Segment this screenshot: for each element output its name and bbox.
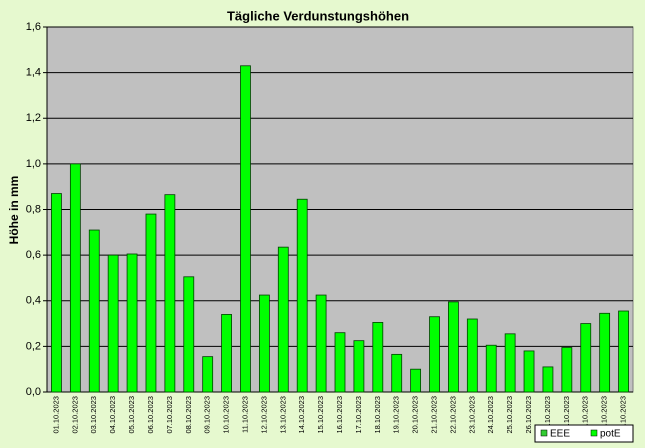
x-tick-label: 07.10.2023 — [165, 396, 174, 434]
x-tick-label: 24.10.2023 — [486, 396, 495, 434]
x-tick-label: 31.10.2023 — [619, 396, 628, 434]
bar — [88, 229, 100, 393]
x-tick-label: 11.10.2023 — [240, 396, 249, 433]
y-tick-label: 1,4 — [26, 67, 41, 79]
x-tick-label: 19.10.2023 — [392, 396, 401, 434]
bar — [410, 368, 422, 393]
bar — [296, 198, 308, 393]
bar — [580, 323, 592, 393]
bar — [126, 253, 138, 393]
x-tick-label: 23.10.2023 — [467, 396, 476, 434]
x-tick-label: 28.10.2023 — [562, 396, 571, 434]
x-tick-label: 08.10.2023 — [184, 396, 193, 434]
legend-swatch — [540, 429, 548, 437]
x-tick-label: 30.10.2023 — [600, 396, 609, 434]
bar — [183, 276, 195, 393]
x-tick-label: 18.10.2023 — [373, 396, 382, 434]
y-tick-label: 1,6 — [26, 21, 41, 33]
x-tick-label: 15.10.2023 — [316, 396, 325, 434]
bar — [485, 344, 497, 393]
bar — [51, 193, 62, 393]
bar — [599, 312, 611, 393]
y-tick-label: 0,4 — [26, 295, 41, 307]
x-tick-label: 03.10.2023 — [89, 396, 98, 434]
x-tick-label: 21.10.2023 — [430, 396, 439, 434]
legend-swatch — [590, 429, 598, 437]
bar — [221, 314, 232, 393]
bar — [466, 318, 478, 393]
x-tick-label: 06.10.2023 — [146, 396, 155, 434]
y-tick-label: 0,0 — [26, 386, 41, 398]
x-tick-label: 13.10.2023 — [278, 396, 287, 434]
y-tick-label: 1,2 — [26, 112, 41, 124]
y-tick-label: 0,8 — [26, 203, 41, 215]
x-tick-label: 09.10.2023 — [203, 396, 212, 434]
bar — [107, 254, 119, 393]
legend-label: potE — [600, 429, 621, 440]
y-axis-title: Höhe in mm — [7, 176, 21, 245]
bar — [542, 366, 554, 393]
x-tick-label: 01.10.2023 — [51, 396, 60, 434]
x-tick-label: 25.10.2023 — [505, 396, 514, 434]
x-tick-label: 17.10.2023 — [354, 396, 363, 434]
x-tick-label: 02.10.2023 — [70, 396, 79, 434]
x-tick-label: 20.10.2023 — [411, 396, 420, 434]
legend-label: EEE — [550, 429, 570, 440]
x-tick-label: 14.10.2023 — [297, 396, 306, 434]
bar — [372, 322, 384, 393]
bar — [561, 347, 573, 393]
bar — [164, 194, 176, 393]
bar — [277, 246, 289, 393]
bar — [523, 350, 535, 393]
bar — [69, 163, 81, 393]
bar — [448, 301, 459, 393]
x-tick-label: 22.10.2023 — [448, 396, 457, 434]
x-tick-label: 26.10.2023 — [524, 396, 533, 434]
bar — [240, 65, 251, 393]
bar — [334, 332, 346, 393]
bar — [429, 316, 440, 393]
bar — [202, 356, 214, 393]
bar — [504, 333, 516, 393]
x-tick-label: 04.10.2023 — [108, 396, 117, 434]
bar — [315, 294, 327, 393]
bar — [258, 294, 270, 393]
x-tick-label: 12.10.2023 — [259, 396, 268, 434]
x-tick-label: 16.10.2023 — [335, 396, 344, 434]
y-tick-label: 1,0 — [26, 158, 41, 170]
legend-box — [534, 424, 634, 443]
y-tick-label: 0,6 — [26, 249, 41, 261]
x-tick-label: 05.10.2023 — [127, 396, 136, 434]
bar — [145, 213, 157, 393]
x-tick-label: 29.10.2023 — [581, 396, 590, 434]
bar — [391, 353, 403, 393]
y-tick-label: 0,2 — [26, 340, 41, 352]
x-tick-label: 10.10.2023 — [222, 396, 231, 434]
bar — [618, 310, 629, 393]
chart-title: Tägliche Verdunstungshöhen — [227, 8, 409, 23]
bar — [353, 340, 365, 393]
x-tick-label: 27.10.2023 — [543, 396, 552, 434]
